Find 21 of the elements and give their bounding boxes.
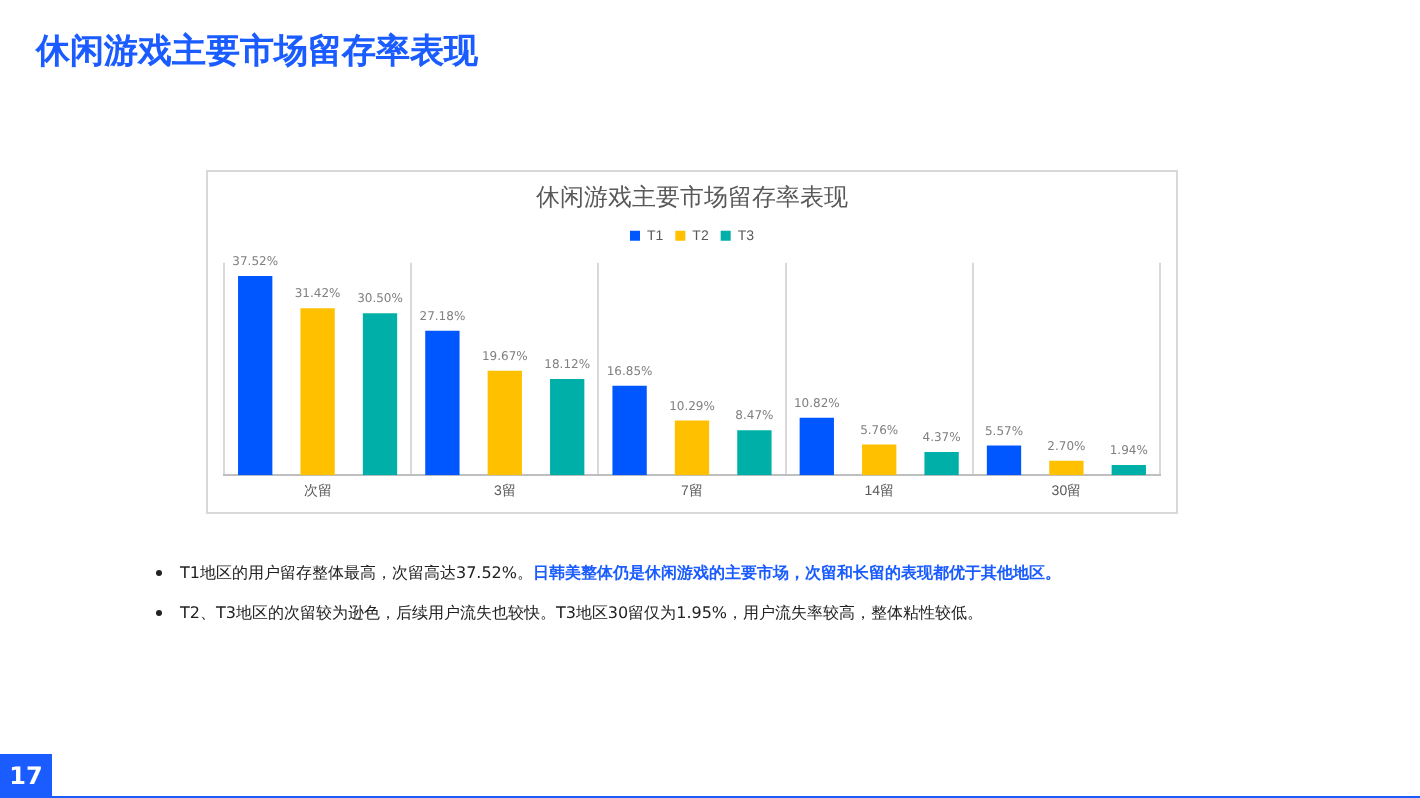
bar	[986, 445, 1022, 476]
text: 休闲游戏主要市场留存率表现	[36, 30, 478, 74]
bar	[238, 275, 273, 476]
bar	[924, 452, 959, 476]
text: 17	[0, 754, 52, 798]
bar	[300, 308, 335, 476]
bar	[1049, 460, 1084, 476]
chart-title: 休闲游戏主要市场留存率表现	[536, 182, 848, 211]
bar	[612, 385, 647, 476]
bar	[799, 417, 834, 476]
bar	[862, 444, 897, 476]
bar	[737, 430, 772, 476]
bar	[362, 313, 398, 476]
bar	[1111, 464, 1146, 476]
bar	[487, 370, 522, 476]
bar	[425, 330, 460, 476]
bar	[550, 378, 585, 476]
text: T2、T3地区的次留较为逊色，后续用户流失也较快。T3地区30留仅为1.95%，用户流失率较高，整体粘性较低。	[180, 602, 984, 624]
text: T1地区的用户留存整体最高，次留高达37.52%。	[180, 564, 533, 582]
bar	[674, 420, 710, 476]
text: 日韩美整体仍是休闲游戏的主要市场，次留和长留的表现都优于其他地区。	[532, 564, 1061, 582]
